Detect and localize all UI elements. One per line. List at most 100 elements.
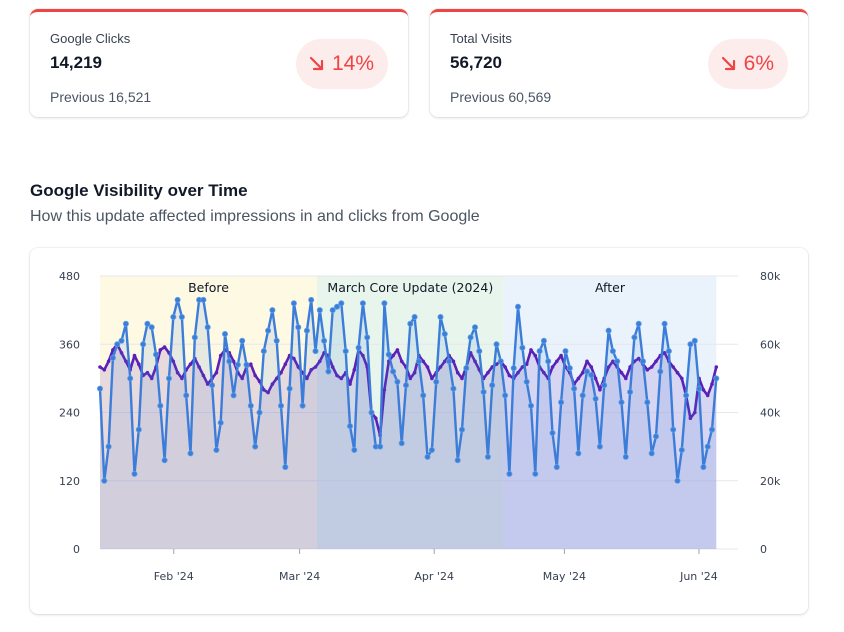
- data-point: [640, 358, 647, 365]
- data-point: [674, 477, 681, 484]
- y-left-tick: 360: [59, 338, 80, 351]
- data-point: [205, 382, 210, 386]
- data-point: [486, 370, 490, 375]
- data-point: [239, 337, 246, 344]
- data-point: [476, 348, 483, 355]
- x-tick-label: Apr '24: [414, 570, 454, 583]
- delta-value: 6%: [743, 52, 774, 75]
- data-point: [218, 353, 223, 358]
- data-point: [364, 334, 371, 341]
- data-point: [520, 365, 525, 369]
- data-point: [170, 314, 177, 321]
- data-point: [299, 402, 306, 409]
- data-point: [438, 365, 443, 369]
- data-point: [252, 443, 259, 450]
- visibility-chart-card: Before March Core Update (2024) After 0 0 120…: [30, 248, 808, 614]
- data-point: [296, 365, 301, 369]
- data-point: [609, 348, 616, 355]
- data-point: [471, 324, 478, 331]
- data-point: [260, 348, 267, 355]
- data-point: [351, 446, 358, 453]
- google-clicks-card: Google Clicks 14,219 Previous 16,521 14%: [30, 9, 408, 117]
- data-point: [680, 376, 684, 381]
- data-point: [374, 416, 378, 420]
- data-point: [455, 370, 460, 375]
- data-point: [502, 392, 509, 399]
- data-point: [421, 359, 426, 364]
- data-point: [321, 337, 328, 344]
- data-point: [566, 365, 573, 372]
- data-point: [282, 464, 289, 471]
- data-point: [398, 440, 405, 447]
- section-subtitle: How this update affected impressions in …: [30, 208, 480, 225]
- data-point: [606, 365, 611, 369]
- data-point: [178, 314, 185, 321]
- data-point: [451, 359, 456, 364]
- data-point: [157, 402, 164, 409]
- data-point: [290, 300, 297, 307]
- data-point: [576, 376, 581, 381]
- data-point: [105, 443, 112, 450]
- data-point: [619, 370, 624, 375]
- data-point: [529, 348, 533, 352]
- data-point: [425, 365, 430, 369]
- data-point: [480, 388, 487, 395]
- y-right-tick: 20k: [760, 475, 781, 488]
- data-point: [693, 410, 697, 415]
- y-left-tick: 120: [59, 475, 80, 488]
- data-point: [671, 365, 675, 369]
- data-point: [149, 376, 154, 381]
- data-point: [593, 376, 598, 381]
- data-point: [454, 457, 461, 464]
- data-point: [292, 356, 296, 361]
- data-point: [636, 356, 641, 361]
- data-point: [562, 348, 569, 355]
- data-point: [497, 358, 504, 365]
- data-point: [165, 375, 172, 382]
- data-point: [415, 358, 422, 365]
- data-point: [550, 365, 555, 369]
- data-point: [325, 368, 332, 375]
- data-point: [489, 382, 496, 389]
- data-point: [443, 359, 447, 364]
- data-point: [303, 327, 310, 334]
- data-point: [342, 348, 349, 355]
- delta-value: 14%: [331, 52, 374, 75]
- data-point: [519, 344, 526, 351]
- data-point: [589, 365, 594, 369]
- data-point: [338, 300, 345, 307]
- data-point: [109, 354, 116, 361]
- data-point: [390, 368, 397, 375]
- data-point: [309, 368, 314, 372]
- data-point: [247, 402, 254, 409]
- data-point: [441, 331, 448, 338]
- data-point: [601, 382, 608, 389]
- data-point: [124, 359, 128, 364]
- x-tick-label: Jun '24: [679, 570, 718, 583]
- data-point: [217, 419, 224, 426]
- data-point: [516, 370, 520, 375]
- data-point: [575, 450, 582, 457]
- data-point: [394, 378, 401, 385]
- data-point: [678, 446, 685, 453]
- data-point: [536, 348, 543, 355]
- data-point: [585, 359, 589, 364]
- data-point: [214, 370, 219, 375]
- data-point: [256, 409, 263, 416]
- data-point: [132, 353, 137, 358]
- data-point: [102, 368, 107, 372]
- data-point: [598, 388, 602, 392]
- data-point: [467, 334, 474, 341]
- data-point: [503, 365, 507, 369]
- data-point: [188, 362, 193, 366]
- data-point: [644, 399, 651, 406]
- data-point: [333, 303, 340, 310]
- data-point: [158, 348, 163, 352]
- y-right-tick: 60k: [760, 338, 781, 351]
- period-label: March Core Update (2024): [327, 280, 493, 295]
- data-point: [645, 368, 650, 372]
- data-point: [135, 426, 142, 433]
- data-point: [385, 351, 392, 358]
- data-point: [318, 359, 322, 364]
- y-right-tick: 40k: [760, 407, 781, 420]
